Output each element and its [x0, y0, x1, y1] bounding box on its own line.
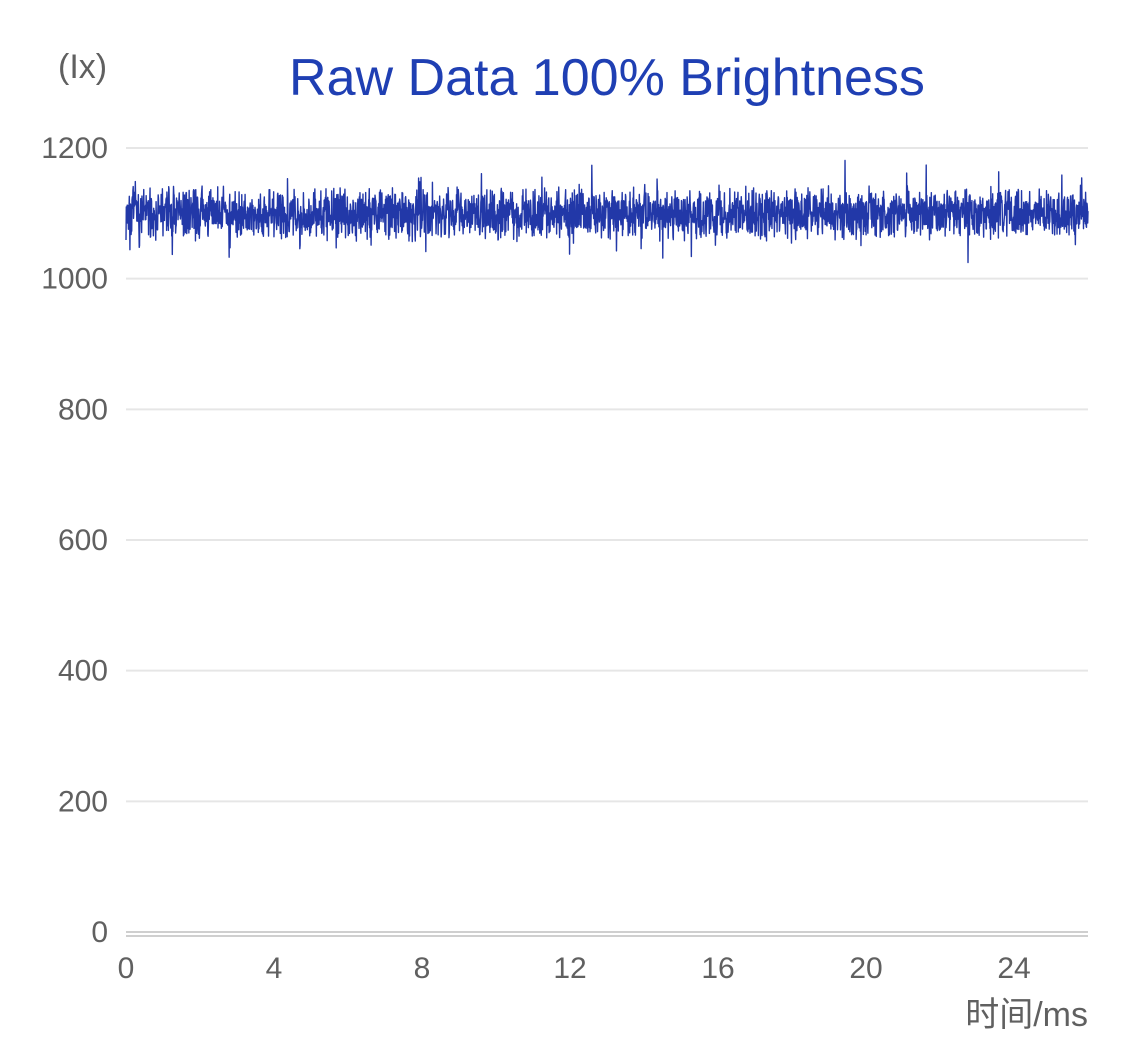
x-tick-label: 8: [414, 952, 431, 985]
chart-title: Raw Data 100% Brightness: [289, 49, 925, 107]
y-tick-label: 400: [58, 655, 108, 688]
x-axis-label: 时间/ms: [965, 996, 1088, 1034]
brightness-raw-data-chart: Raw Data 100% Brightness(Ix)020040060080…: [0, 0, 1125, 1040]
y-tick-label: 600: [58, 524, 108, 557]
y-tick-label: 1200: [41, 132, 108, 165]
x-tick-label: 24: [997, 952, 1030, 985]
y-tick-label: 1000: [41, 263, 108, 296]
y-tick-label: 200: [58, 785, 108, 818]
x-tick-label: 12: [553, 952, 586, 985]
y-tick-label: 800: [58, 393, 108, 426]
raw-data-series: [126, 160, 1088, 262]
x-tick-label: 16: [701, 952, 734, 985]
y-unit-label: (Ix): [58, 48, 107, 86]
x-tick-label: 20: [849, 952, 882, 985]
x-tick-label: 4: [266, 952, 283, 985]
x-tick-label: 0: [118, 952, 135, 985]
chart-container: Raw Data 100% Brightness(Ix)020040060080…: [0, 0, 1125, 1040]
y-tick-label: 0: [91, 916, 108, 949]
